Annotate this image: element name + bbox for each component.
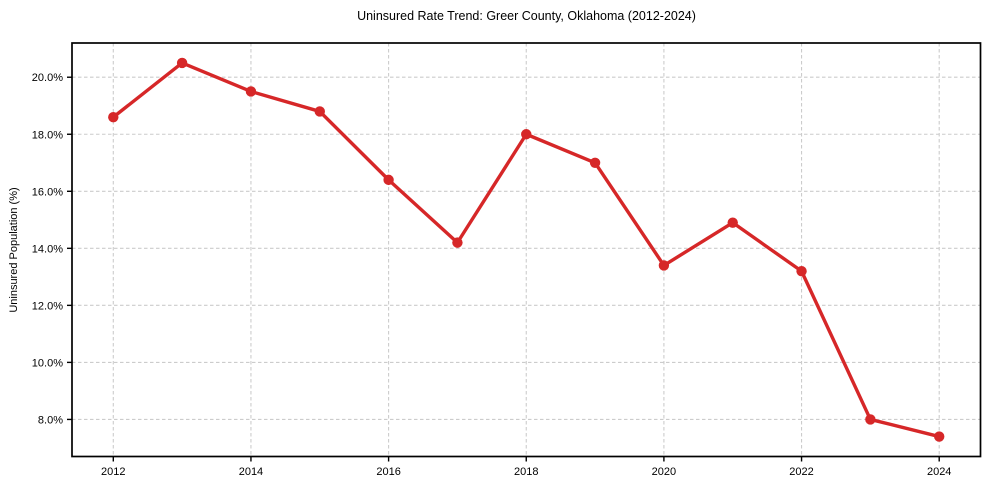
data-point-2017 (452, 237, 463, 248)
data-point-2015 (314, 106, 325, 117)
y-tick-label: 12.0% (32, 300, 63, 312)
x-tick-label: 2016 (376, 466, 400, 478)
y-tick-label: 10.0% (32, 357, 63, 369)
data-point-2018 (521, 129, 532, 140)
data-point-2013 (176, 57, 188, 69)
data-point-2022 (796, 265, 807, 277)
x-tick-label: 2018 (514, 466, 538, 478)
y-tick-label: 16.0% (32, 186, 63, 198)
y-tick-label: 8.0% (38, 414, 63, 426)
data-point-2012 (108, 111, 119, 123)
x-tick-label: 2022 (789, 466, 813, 478)
data-point-2021 (727, 217, 738, 228)
chart-title: Uninsured Rate Trend: Greer County, Okla… (357, 9, 696, 23)
x-tick-label: 2020 (652, 466, 676, 478)
data-point-2016 (383, 174, 394, 186)
y-tick-label: 20.0% (32, 72, 63, 84)
x-tick-label: 2012 (101, 466, 125, 478)
data-point-2024 (934, 431, 945, 442)
x-tick-label: 2014 (239, 466, 263, 478)
data-point-2014 (245, 86, 257, 97)
y-tick-label: 18.0% (32, 129, 63, 141)
data-point-2023 (865, 414, 876, 425)
data-point-2019 (589, 157, 601, 168)
x-tick-label: 2024 (927, 466, 951, 478)
y-tick-label: 14.0% (32, 243, 63, 255)
data-point-2020 (658, 260, 670, 271)
